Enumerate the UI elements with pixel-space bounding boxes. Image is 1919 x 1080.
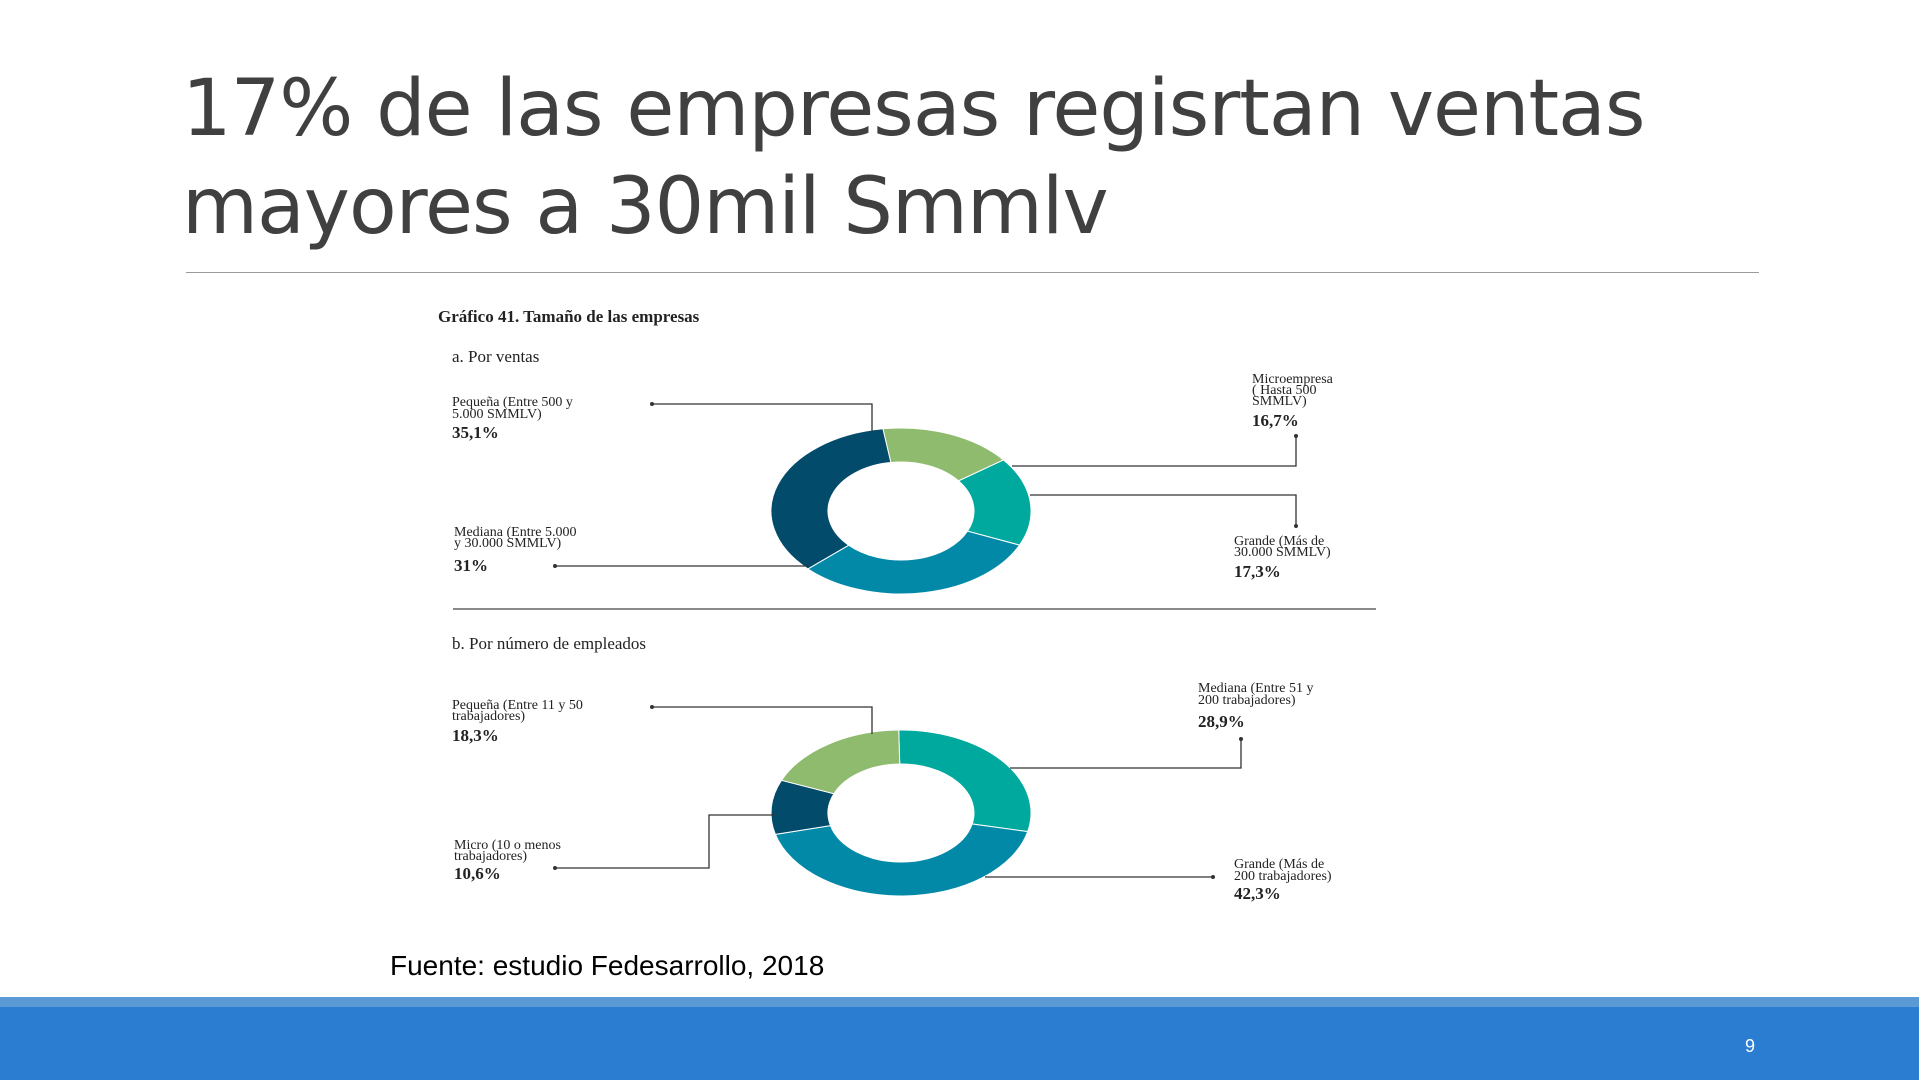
donut-slice-mediana <box>806 530 1021 595</box>
value-b-grande: 42,3% <box>1234 884 1281 903</box>
donut-chart-by-sales <box>770 427 1032 595</box>
footer-bar <box>0 1007 1919 1080</box>
leader-line-b-micro <box>555 814 775 869</box>
label-b-mediana: Mediana (Entre 51 y 200 trabajadores) <box>1198 681 1317 708</box>
leader-dot-b-grande <box>1211 875 1215 879</box>
label-a-pequena: Pequeña (Entre 500 y 5.000 SMMLV) <box>452 395 576 422</box>
chart-b-subtitle: b. Por número de empleados <box>452 634 646 653</box>
slide-title: 17% de las empresas regisrtan ventas may… <box>182 64 1646 252</box>
leader-dot-micro <box>1294 434 1298 438</box>
donut-slice-mediana <box>898 729 1032 833</box>
chart-a-subtitle: a. Por ventas <box>452 347 539 366</box>
leader-dot-pequena <box>650 402 654 406</box>
source-note: Fuente: estudio Fedesarrollo, 2018 <box>390 950 825 981</box>
value-a-grande: 17,3% <box>1234 562 1281 581</box>
chart-b-leader-dots <box>553 705 1243 879</box>
label-a-mediana: Mediana (Entre 5.000 y 30.000 SMMLV) <box>454 525 580 551</box>
leader-line-b-pequena <box>652 706 873 734</box>
donut-chart-by-employees <box>770 729 1032 897</box>
company-size-figure: Gráfico 41. Tamaño de las empresas a. Po… <box>438 307 1376 903</box>
value-b-mediana: 28,9% <box>1198 712 1245 731</box>
value-a-mediana: 31% <box>454 556 488 575</box>
leader-line-b-mediana <box>1010 739 1242 769</box>
label-b-micro: Micro (10 o menos trabajadores) <box>454 838 564 864</box>
label-b-pequena: Pequeña (Entre 11 y 50 trabajadores) <box>452 698 586 724</box>
label-a-grande: Grande (Más de 30.000 SMMLV) <box>1234 534 1331 560</box>
value-a-pequena: 35,1% <box>452 423 499 442</box>
leader-dot-b-mediana <box>1239 737 1243 741</box>
value-b-pequena: 18,3% <box>452 726 499 745</box>
leader-line-micro <box>1012 436 1297 467</box>
leader-line-grande <box>1030 494 1297 526</box>
leader-dot-b-pequena <box>650 705 654 709</box>
value-a-micro: 16,7% <box>1252 411 1299 430</box>
leader-dot-mediana <box>553 564 557 568</box>
donut-slice-pequena <box>780 729 901 795</box>
chart-b-leader-lines <box>555 706 1242 878</box>
page-number: 9 <box>1745 1036 1756 1056</box>
label-b-grande: Grande (Más de 200 trabajadores) <box>1234 857 1332 884</box>
donut-slice-pequena <box>770 428 892 570</box>
leader-dot-b-micro <box>553 866 557 870</box>
label-a-micro: Microempresa ( Hasta 500 SMMLV) <box>1252 372 1336 409</box>
value-b-micro: 10,6% <box>454 864 501 883</box>
chart-a-leader-lines <box>555 403 1297 567</box>
chart-a-leader-dots <box>553 402 1298 568</box>
chart-title: Gráfico 41. Tamaño de las empresas <box>438 307 700 326</box>
leader-dot-grande <box>1294 524 1298 528</box>
donut-slice-grande <box>774 823 1029 897</box>
title-divider <box>186 272 1759 273</box>
footer-accent-stripe <box>0 997 1919 1007</box>
leader-line-pequena <box>652 403 873 432</box>
